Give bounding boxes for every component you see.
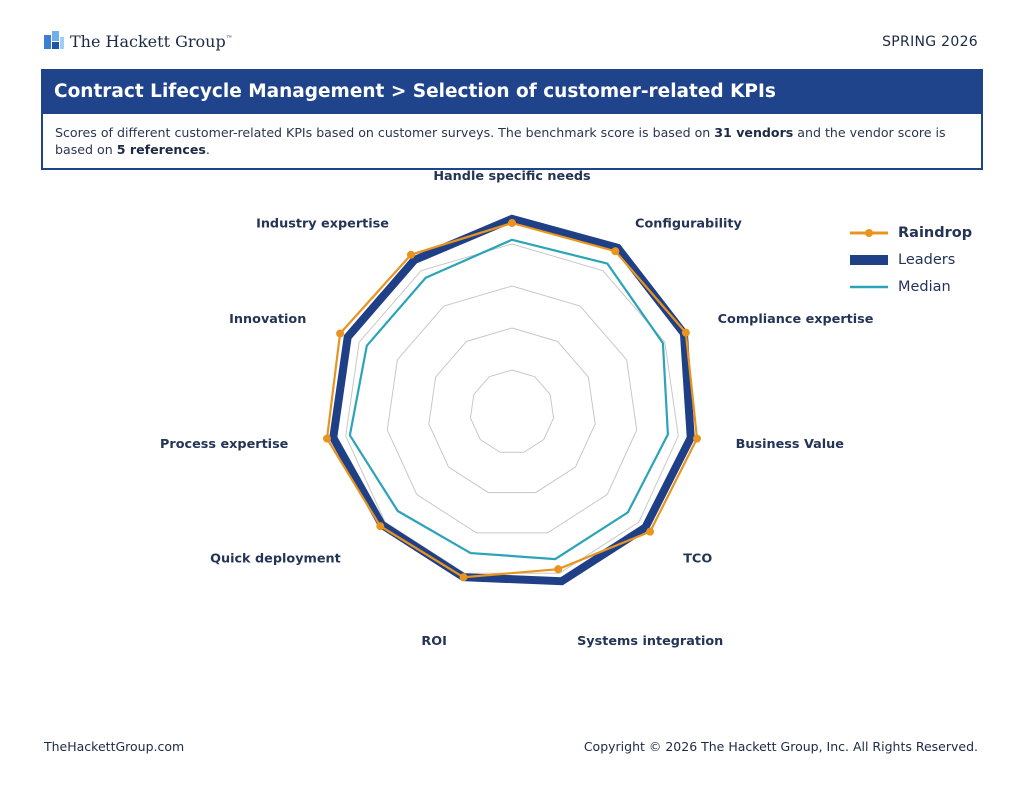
raindrop-point-9 [323,434,332,443]
raindrop-point-5 [646,527,655,536]
page-title: Contract Lifecycle Management > Selectio… [54,81,776,102]
series-median [348,238,670,561]
raindrop-point-4 [692,434,701,443]
title-bar: Contract Lifecycle Management > Selectio… [41,69,983,114]
grid-ring-3 [386,285,638,534]
raindrop-point-1 [508,219,516,227]
legend-label-raindrop: Raindrop [898,224,973,241]
grid-ring-2 [428,327,596,494]
raindrop-point-10 [336,329,345,338]
axis-label-8: Quick deployment [210,552,341,567]
axis-label-1: Handle specific needs [433,170,591,184]
axis-label-7: ROI [421,634,447,649]
raindrop-point-8 [376,522,385,531]
axis-label-5: TCO [683,552,712,567]
description: Scores of different customer-related KPI… [41,114,983,170]
axis-label-9: Process expertise [160,437,289,452]
axis-label-4: Business Value [736,437,845,452]
legend-item-raindrop: Raindrop [848,219,972,246]
axis-label-10: Innovation [229,312,306,327]
logo-text: The Hackett Group™ [70,31,233,51]
legend-swatch-median [850,285,888,288]
legend-swatch-leaders [850,254,888,265]
radar-chart: Handle specific needs Configurability Comp… [160,170,874,649]
raindrop-point-3 [681,328,690,337]
legend-swatch-raindrop [850,228,888,237]
reference-count: 5 references [116,142,206,157]
footer-website: TheHackettGroup.com [44,739,185,754]
legend-label-leaders: Leaders [898,251,956,268]
axis-label-11: Industry expertise [256,217,389,232]
logo-trademark: ™ [225,34,233,43]
raindrop-point-2 [611,247,620,256]
radar-axis-labels: Handle specific needs Configurability Comp… [160,170,874,649]
hackett-logo: The Hackett Group™ [44,31,233,51]
vendor-count: 31 vendors [714,125,794,140]
series-leaders [329,214,695,586]
chart-legend: Raindrop Leaders Median [848,219,972,300]
legend-label-median: Median [898,278,951,295]
edition-label: SPRING 2026 [882,34,978,50]
legend-item-leaders: Leaders [848,246,972,273]
raindrop-point-7 [459,573,468,582]
radar-series [323,214,701,586]
legend-item-median: Median [848,273,972,300]
raindrop-point-6 [554,565,563,574]
axis-label-6: Systems integration [577,634,723,649]
hackett-logo-icon [44,31,64,51]
footer-copyright: Copyright © 2026 The Hackett Group, Inc.… [583,739,978,754]
axis-label-3: Compliance expertise [718,312,874,327]
raindrop-point-11 [406,250,415,259]
series-raindrop [325,221,699,579]
grid-ring-1 [469,369,555,453]
axis-label-2: Configurability [635,217,742,232]
